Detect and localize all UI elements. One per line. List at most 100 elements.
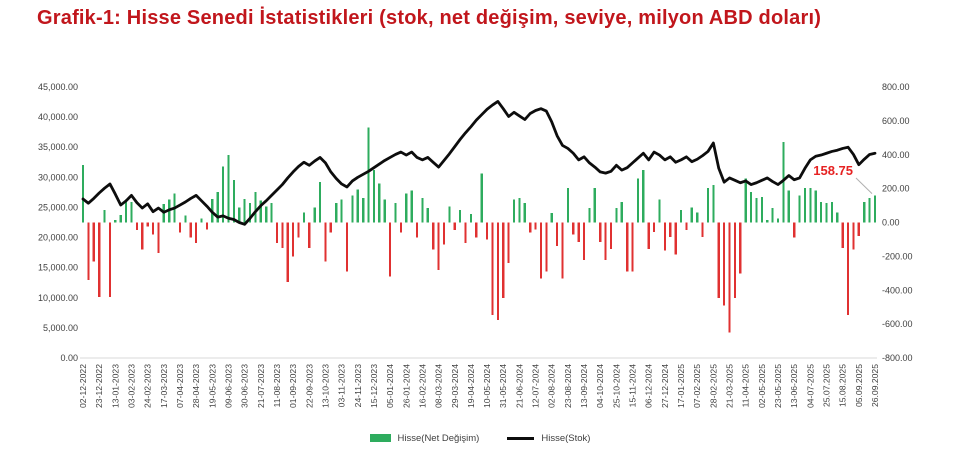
x-axis-tick-label: 13-09-2024 — [579, 364, 589, 408]
net-change-bar — [836, 212, 839, 223]
net-change-bar — [604, 222, 607, 260]
net-change-bar — [550, 213, 553, 223]
x-axis-tick-label: 23-05-2025 — [773, 364, 783, 408]
x-axis-tick-label: 23-08-2024 — [563, 364, 573, 408]
net-change-bar — [733, 222, 737, 298]
annotation-leader-line — [855, 177, 873, 194]
net-change-bar — [426, 208, 429, 223]
left-axis-tick-label: 0.00 — [60, 353, 78, 363]
net-change-bar — [302, 212, 305, 223]
net-change-bar — [825, 203, 828, 223]
net-change-bar — [87, 222, 90, 281]
net-change-bar — [356, 189, 359, 223]
net-change-bar — [459, 209, 462, 223]
left-axis-tick-label: 10,000.00 — [38, 293, 78, 303]
net-change-bar — [243, 198, 246, 223]
net-change-bar — [539, 222, 543, 279]
net-change-bar — [308, 222, 311, 248]
net-change-bar — [620, 202, 623, 223]
x-axis-tick-label: 24-02-2023 — [143, 364, 153, 408]
left-axis-labels: 45,000.00 40,000.00 35,000.00 30,000.00 25,0… — [38, 82, 78, 363]
right-axis-tick-label: 600.00 — [882, 116, 910, 126]
x-axis-tick-label: 13-06-2025 — [789, 364, 799, 408]
net-change-bar — [437, 222, 440, 270]
x-axis-tick-label: 17-01-2025 — [676, 364, 686, 408]
net-change-bar — [265, 206, 268, 223]
net-change-bar — [221, 166, 225, 223]
net-change-bar — [195, 222, 198, 243]
net-change-bar — [566, 187, 569, 223]
x-axis-tick-label: 24-11-2023 — [353, 364, 363, 408]
x-axis-tick-label: 13-01-2023 — [110, 364, 120, 408]
left-axis-tick-label: 15,000.00 — [38, 263, 78, 273]
x-axis-tick-label: 03-02-2023 — [126, 364, 136, 408]
net-change-bar — [475, 222, 478, 238]
net-change-bar — [723, 222, 726, 306]
net-change-bar — [275, 222, 279, 243]
net-change-bar — [205, 222, 209, 230]
net-change-bar — [383, 199, 386, 223]
legend-label-net-change: Hisse(Net Değişim) — [397, 432, 480, 444]
net-change-bar — [502, 222, 505, 298]
x-axis-tick-label: 05.09.2025 — [854, 364, 864, 407]
net-change-bar — [394, 203, 397, 223]
net-change-bar — [512, 199, 516, 223]
x-axis-tick-label: 02-05-2025 — [757, 364, 767, 408]
net-change-bar — [469, 214, 473, 223]
net-change-bar — [766, 219, 769, 223]
x-axis-tick-label: 22-09-2023 — [304, 364, 314, 408]
left-axis-tick-label: 45,000.00 — [38, 82, 78, 92]
legend-item-stock: Hisse(Stok) — [507, 433, 590, 444]
net-change-bar — [281, 222, 284, 248]
net-change-bar — [270, 203, 273, 223]
net-change-bar — [103, 209, 106, 223]
net-change-bar — [857, 222, 860, 237]
annotation-callout: 158.75 — [813, 163, 873, 194]
x-axis-tick-label: 25-10-2024 — [611, 364, 621, 408]
x-axis-tick-label: 27-12-2024 — [660, 364, 670, 408]
net-change-bar — [496, 222, 499, 320]
left-axis-tick-label: 30,000.00 — [38, 172, 78, 182]
net-change-bar — [685, 222, 688, 231]
net-change-bar — [405, 193, 408, 223]
net-change-bar — [577, 222, 580, 242]
net-change-bar — [410, 190, 413, 223]
net-change-bar — [803, 187, 807, 223]
net-change-bar — [809, 187, 812, 223]
net-change-bar — [749, 192, 753, 223]
stock-line-path — [81, 100, 877, 226]
net-change-bar — [690, 207, 693, 223]
net-change-bars — [81, 127, 877, 333]
net-change-bar — [125, 199, 128, 223]
legend-swatch-stock — [507, 436, 535, 440]
x-axis-tick-label: 28-04-2023 — [191, 364, 201, 408]
net-change-bar — [534, 222, 537, 230]
net-change-bar — [787, 190, 790, 223]
net-change-bar — [238, 207, 241, 223]
net-change-bar — [507, 222, 510, 264]
x-axis-tick-label: 04-10-2024 — [595, 364, 605, 408]
net-change-bar — [389, 222, 392, 277]
net-change-bar — [556, 222, 559, 247]
net-change-bar — [728, 222, 731, 333]
net-change-bar — [771, 208, 774, 223]
net-change-bar — [523, 203, 526, 223]
x-axis-tick-label: 13-10-2023 — [320, 364, 330, 408]
legend-swatch-net-change — [369, 434, 391, 442]
right-axis-labels: 800.00 600.00 400.00 200.00 0.00 -200.00 -400.… — [882, 82, 913, 363]
chart-legend: Hisse(Net Değişim) Hisse(Stok) — [0, 428, 960, 448]
net-change-bar — [141, 222, 144, 250]
net-change-bar — [248, 203, 252, 223]
net-change-bar — [609, 222, 613, 249]
right-axis-tick-label: 800.00 — [882, 82, 910, 92]
net-change-bar — [119, 214, 122, 223]
net-change-bar — [636, 178, 640, 223]
x-axis-tick-label: 19-04-2024 — [466, 364, 476, 408]
net-change-bar — [227, 154, 230, 223]
net-change-bar — [200, 218, 203, 223]
net-change-bar — [259, 200, 262, 223]
net-change-bar — [189, 222, 192, 238]
net-change-bar — [286, 222, 289, 282]
net-change-bar — [313, 207, 316, 223]
